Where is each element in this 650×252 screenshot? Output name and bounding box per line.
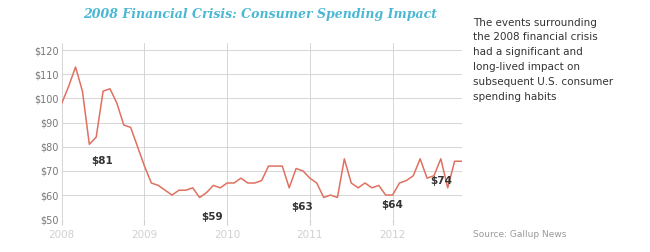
Text: $74: $74 bbox=[430, 176, 452, 186]
Text: Source: Gallup News: Source: Gallup News bbox=[473, 230, 567, 239]
Text: $64: $64 bbox=[381, 200, 403, 210]
Text: $59: $59 bbox=[202, 212, 224, 222]
Text: $63: $63 bbox=[291, 202, 313, 212]
Text: The events surrounding
the 2008 financial crisis
had a significant and
long-live: The events surrounding the 2008 financia… bbox=[473, 18, 614, 102]
Text: $81: $81 bbox=[92, 156, 113, 166]
Text: 2008 Financial Crisis: Consumer Spending Impact: 2008 Financial Crisis: Consumer Spending… bbox=[83, 8, 437, 21]
